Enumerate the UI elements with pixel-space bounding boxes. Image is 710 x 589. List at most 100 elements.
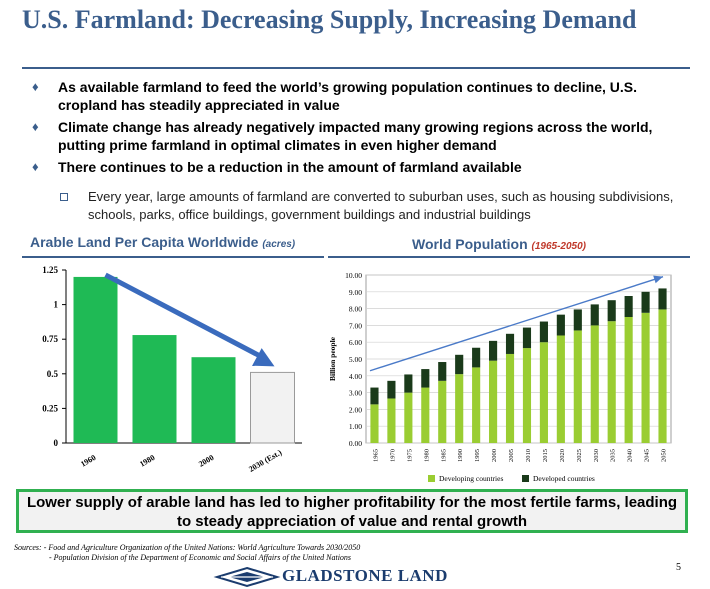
chart2-title-text: World Population (412, 236, 528, 252)
chart2-x-tick-label: 2005 (508, 449, 515, 462)
chart2-bar-developing (438, 380, 447, 443)
chart1-title-text: Arable Land Per Capita Worldwide (30, 234, 259, 250)
chart2-bar-developed (438, 362, 447, 381)
chart2-y-tick-label: 10.00 (345, 271, 362, 280)
sub-bullet: Every year, large amounts of farmland ar… (60, 188, 708, 224)
chart1-title-unit: (acres) (262, 239, 296, 250)
chart2-x-tick-label: 1980 (423, 449, 430, 462)
chart2-bar-developing (472, 367, 481, 443)
chart2-y-tick-label: 5.00 (349, 355, 362, 364)
callout-box: Lower supply of arable land has led to h… (16, 489, 688, 533)
logo-text: GLADSTONE LAND (282, 566, 448, 585)
chart2-bar-developed (658, 288, 667, 310)
chart2-x-tick-label: 2010 (525, 449, 532, 462)
chart2-y-tick-label: 4.00 (349, 372, 362, 381)
chart2-y-tick-label: 3.00 (349, 389, 362, 398)
bullet-item: ♦ As available farmland to feed the world… (30, 78, 680, 114)
chart2-bar-developed (573, 309, 582, 331)
chart2-bar-developed (455, 354, 464, 375)
chart2-bar-developed (505, 333, 515, 354)
title-divider (22, 67, 690, 69)
chart2-bar-developed (607, 300, 616, 322)
chart1-bar (132, 335, 177, 443)
chart1-bar (73, 276, 118, 443)
chart2-x-tick-label: 2035 (610, 449, 617, 462)
chart2-bar-developing (421, 387, 430, 443)
chart2-legend-label: Developed countries (533, 474, 595, 483)
chart2-x-tick-label: 1970 (389, 449, 396, 462)
chart2-bar-developed (624, 296, 633, 317)
chart2-y-axis-label: Billion people (328, 336, 337, 381)
chart2-y-tick-label: 1.00 (349, 422, 362, 431)
chart2-bar-developing (522, 348, 532, 443)
diamond-bullet-icon: ♦ (32, 79, 39, 94)
chart2-bar-developed (590, 304, 599, 326)
bullet-text: Climate change has already negatively im… (58, 119, 653, 153)
gladstone-logo-icon (213, 566, 281, 588)
chart2-bar-developed (641, 291, 650, 313)
bullet-text: As available farmland to feed the world’… (58, 79, 637, 113)
chart2-trend-arrow (369, 276, 664, 372)
chart2-y-tick-label: 8.00 (349, 305, 362, 314)
sources: Sources: - Food and Agriculture Organiza… (14, 543, 360, 563)
chart2-bar-developed (370, 387, 379, 405)
sub-bullet-text: Every year, large amounts of farmland ar… (88, 189, 674, 222)
bullet-item: ♦ Climate change has already negatively i… (30, 118, 680, 154)
chart2-bar-developing (539, 342, 548, 443)
chart2-x-tick-label: 1990 (457, 449, 464, 462)
chart2-x-tick-label: 1995 (474, 449, 481, 462)
square-bullet-icon (60, 193, 68, 201)
chart1-y-tick-label: 1.25 (42, 265, 58, 275)
chart2-bar-developed (539, 321, 548, 343)
chart2-bar-developing (573, 330, 582, 443)
chart2-bar-developed (522, 327, 532, 349)
chart2-bar-developing (658, 309, 667, 443)
chart2-trend-arrowhead (653, 275, 663, 284)
chart2-x-tick-label: 2050 (661, 449, 668, 462)
chart2-bar-developing (624, 317, 633, 443)
chart2-bar-developing (590, 325, 599, 443)
chart2-y-tick-label: 7.00 (349, 321, 362, 330)
chart2-bar-developing (387, 398, 396, 443)
chart1-y-tick-label: 0.5 (47, 369, 59, 379)
source-line: Sources: - Food and Agriculture Organiza… (14, 543, 361, 552)
chart2-y-tick-label: 0.00 (349, 439, 362, 448)
chart1-y-tick-label: 0 (54, 438, 59, 448)
chart2-x-tick-label: 2020 (559, 449, 566, 462)
bullet-text: There continues to be a reduction in the… (58, 159, 522, 175)
chart1-y-tick-label: 0.25 (42, 403, 58, 413)
chart1-trend-arrow (104, 272, 268, 362)
chart2-bar-developing (607, 321, 616, 443)
page-number: 5 (676, 562, 681, 573)
source-line: - Population Division of the Department … (49, 553, 352, 562)
bullet-item: ♦ There continues to be a reduction in th… (30, 158, 680, 176)
chart1-trend-arrowhead (252, 348, 275, 367)
chart2-title-divider (328, 256, 690, 258)
chart2-bar-developing (455, 374, 464, 443)
bullet-list: ♦ As available farmland to feed the world… (30, 78, 680, 180)
chart2-x-tick-label: 2025 (576, 449, 583, 462)
chart2-bar-developing (556, 335, 565, 443)
diamond-bullet-icon: ♦ (32, 159, 39, 174)
chart2-bar-developed (556, 314, 565, 336)
chart2-title-unit: (1965-2050) (531, 241, 586, 252)
chart2-y-tick-label: 6.00 (349, 338, 362, 347)
chart2-bar-developing (404, 392, 413, 443)
chart2-bar-developing (641, 312, 650, 443)
chart2-legend-swatch (428, 475, 435, 482)
chart2-bar-developed (489, 340, 498, 361)
chart1-title: Arable Land Per Capita Worldwide (acres) (30, 234, 295, 250)
chart2-x-tick-label: 2040 (627, 449, 634, 462)
chart2-x-tick-label: 1975 (406, 449, 413, 462)
chart2-x-tick-label: 2000 (491, 449, 498, 462)
chart2-title: World Population (1965-2050) (412, 236, 586, 252)
chart2-y-tick-label: 2.00 (349, 405, 362, 414)
chart1-bar (250, 371, 295, 444)
chart2-bar-developing (505, 353, 515, 443)
chart2-bar-developing (370, 404, 379, 443)
chart2-bar-developing (489, 360, 498, 443)
chart2-x-tick-label: 1985 (440, 449, 447, 462)
chart2-x-tick-label: 2015 (542, 449, 549, 462)
chart2-x-tick-label: 1965 (372, 449, 379, 462)
